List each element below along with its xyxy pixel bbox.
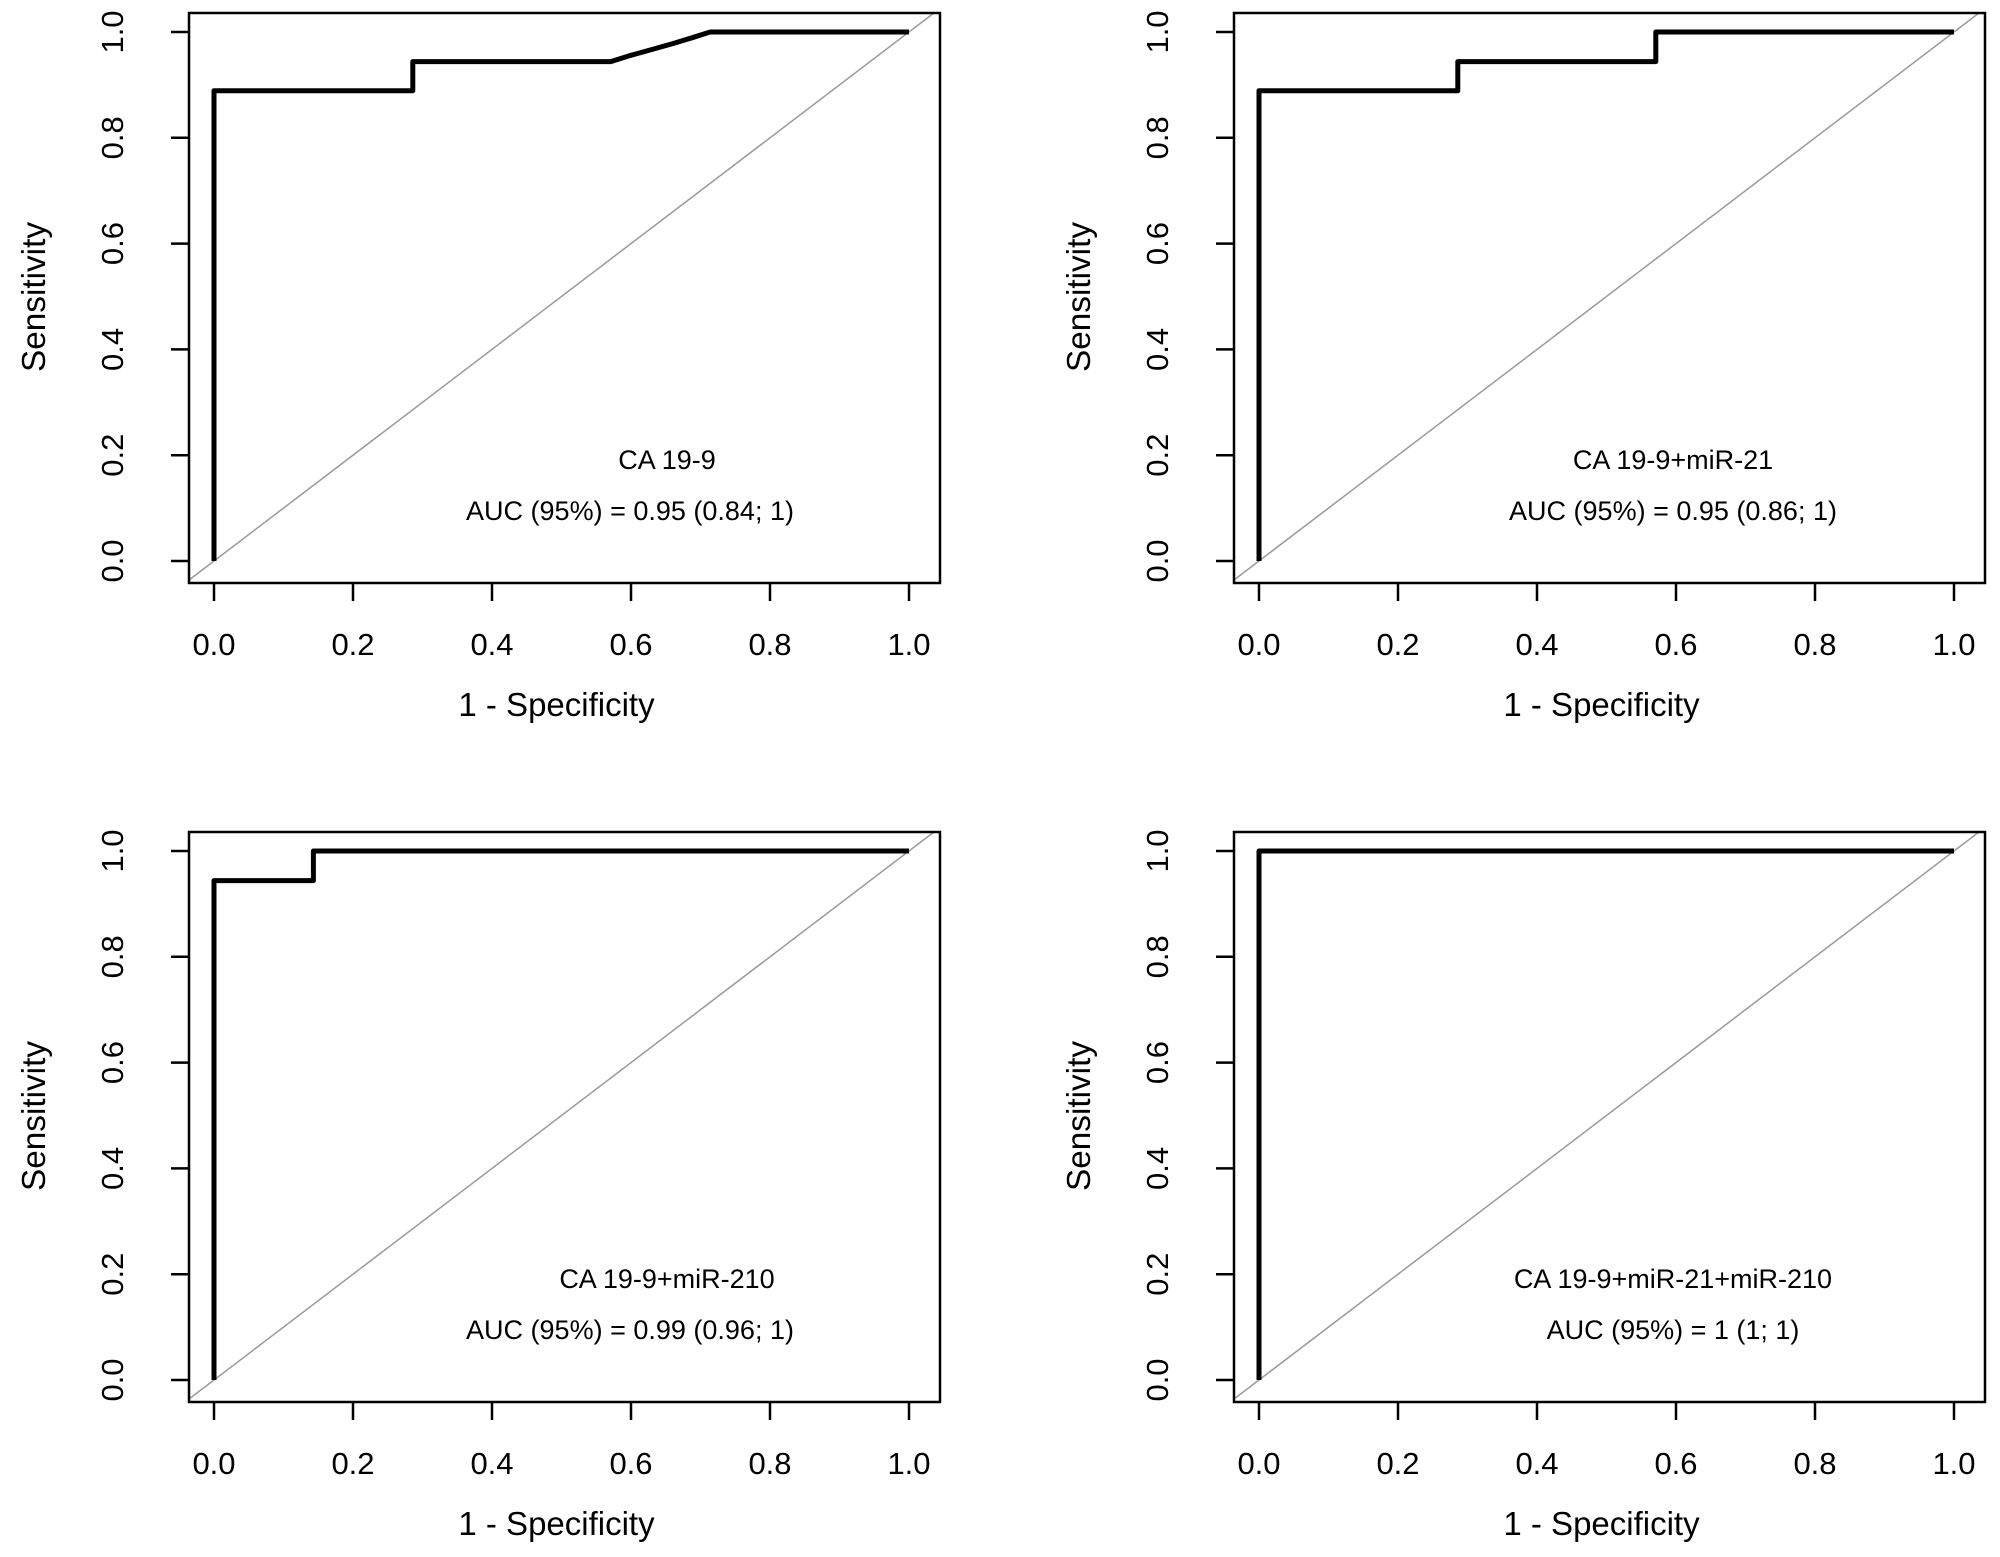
x-tick-label: 0.2 [1376, 627, 1419, 662]
x-tick-label: 0.8 [748, 627, 791, 662]
y-tick-label: 0.8 [95, 116, 130, 159]
roc-panel-2: 0.0 0.2 0.4 0.6 0.8 1.0 0.0 0.2 0.4 0.6 0.8 1.0 1 - … [1060, 10, 1987, 723]
x-tick-label: 0.6 [1654, 1446, 1697, 1481]
y-tick-label: 0.8 [1140, 935, 1175, 978]
model-name-annotation: CA 19-9 [618, 445, 716, 475]
x-tick-label: 1.0 [1932, 1446, 1975, 1481]
x-tick-label: 1.0 [887, 1446, 930, 1481]
auc-annotation: AUC (95%) = 1 (1; 1) [1547, 1315, 1800, 1345]
y-tick-label: 0.6 [95, 1041, 130, 1084]
y-tick-label: 0.0 [1140, 539, 1175, 582]
x-tick-label: 0.4 [470, 1446, 513, 1481]
x-tick-label: 1.0 [1932, 627, 1975, 662]
y-tick-label: 0.2 [1140, 1253, 1175, 1296]
x-tick-label: 0.6 [609, 627, 652, 662]
reference-diagonal [1233, 831, 1980, 1400]
x-tick-label: 0.0 [1237, 1446, 1280, 1481]
y-tick-label: 1.0 [1140, 10, 1175, 53]
x-tick-label: 0.2 [331, 1446, 374, 1481]
y-tick-label: 0.2 [95, 1253, 130, 1296]
x-tick-label: 0.8 [748, 1446, 791, 1481]
roc-curve [1256, 29, 1954, 561]
y-tick-label: 1.0 [95, 10, 130, 53]
y-axis-label: Sensitivity [15, 1041, 52, 1191]
model-name-annotation: CA 19-9+miR-210 [559, 1264, 774, 1294]
x-tick-label: 0.4 [1515, 1446, 1558, 1481]
x-axis-label: 1 - Specificity [458, 1505, 655, 1542]
plot-frame [1232, 11, 1987, 585]
x-axis-label: 1 - Specificity [458, 686, 655, 723]
y-tick-label: 0.4 [95, 1147, 130, 1190]
plot-frame [187, 830, 942, 1404]
y-tick-label: 0.4 [95, 328, 130, 371]
y-tick-label: 0.0 [95, 539, 130, 582]
roc-panel-1: 0.0 0.2 0.4 0.6 0.8 1.0 0.0 0.2 0.4 0.6 0.8 1.0 1 - … [15, 10, 942, 723]
y-tick-label: 0.2 [95, 434, 130, 477]
roc-panel-3: 0.0 0.2 0.4 0.6 0.8 1.0 0.0 0.2 0.4 0.6 0.8 1.0 1 - … [15, 829, 942, 1542]
y-tick-label: 0.0 [95, 1358, 130, 1401]
x-tick-label: 0.2 [1376, 1446, 1419, 1481]
model-name-annotation: CA 19-9+miR-21 [1573, 445, 1773, 475]
x-tick-label: 0.4 [1515, 627, 1558, 662]
y-axis-label: Sensitivity [1060, 222, 1097, 372]
y-tick-label: 0.6 [1140, 1041, 1175, 1084]
roc-panel-4: 0.0 0.2 0.4 0.6 0.8 1.0 0.0 0.2 0.4 0.6 0.8 1.0 1 - … [1060, 829, 1987, 1542]
y-tick-label: 0.4 [1140, 1147, 1175, 1190]
x-tick-label: 0.0 [192, 627, 235, 662]
roc-curve [211, 29, 909, 561]
model-name-annotation: CA 19-9+miR-21+miR-210 [1514, 1264, 1832, 1294]
y-axis-label: Sensitivity [15, 222, 52, 372]
x-tick-label: 1.0 [887, 627, 930, 662]
y-tick-label: 0.8 [95, 935, 130, 978]
y-tick-label: 0.6 [95, 222, 130, 265]
x-tick-label: 0.2 [331, 627, 374, 662]
y-tick-label: 0.6 [1140, 222, 1175, 265]
plot-frame [1232, 830, 1987, 1404]
y-tick-label: 1.0 [95, 829, 130, 872]
x-tick-label: 0.4 [470, 627, 513, 662]
auc-annotation: AUC (95%) = 0.99 (0.96; 1) [466, 1315, 794, 1345]
y-tick-label: 1.0 [1140, 829, 1175, 872]
x-axis-label: 1 - Specificity [1503, 686, 1700, 723]
roc-curve [1256, 848, 1954, 1380]
x-tick-label: 0.0 [192, 1446, 235, 1481]
x-tick-label: 0.8 [1793, 1446, 1836, 1481]
x-tick-label: 0.6 [1654, 627, 1697, 662]
roc-curve [211, 848, 909, 1380]
y-tick-label: 0.4 [1140, 328, 1175, 371]
x-axis-label: 1 - Specificity [1503, 1505, 1700, 1542]
y-tick-label: 0.2 [1140, 434, 1175, 477]
x-tick-label: 0.8 [1793, 627, 1836, 662]
auc-annotation: AUC (95%) = 0.95 (0.86; 1) [1509, 496, 1837, 526]
y-axis-label: Sensitivity [1060, 1041, 1097, 1191]
y-tick-label: 0.8 [1140, 116, 1175, 159]
reference-diagonal [188, 831, 935, 1400]
auc-annotation: AUC (95%) = 0.95 (0.84; 1) [466, 496, 794, 526]
reference-diagonal [1233, 12, 1980, 581]
reference-diagonal [188, 12, 935, 581]
y-tick-label: 0.0 [1140, 1358, 1175, 1401]
x-tick-label: 0.6 [609, 1446, 652, 1481]
plot-frame [187, 11, 942, 585]
x-tick-label: 0.0 [1237, 627, 1280, 662]
